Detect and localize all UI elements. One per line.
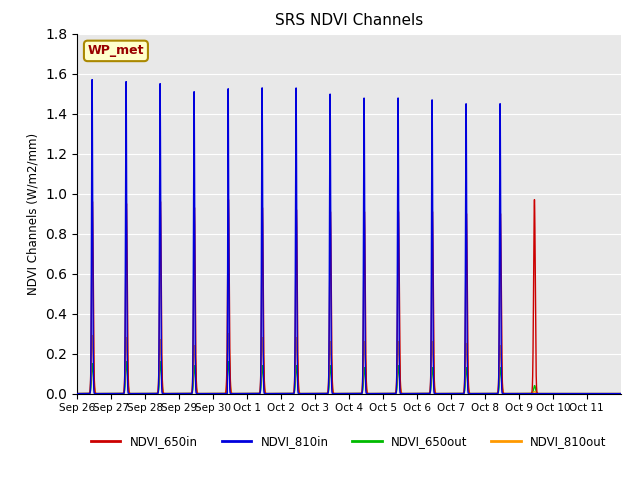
Title: SRS NDVI Channels: SRS NDVI Channels bbox=[275, 13, 423, 28]
Text: WP_met: WP_met bbox=[88, 44, 144, 58]
Y-axis label: NDVI Channels (W/m2/mm): NDVI Channels (W/m2/mm) bbox=[26, 132, 40, 295]
Legend: NDVI_650in, NDVI_810in, NDVI_650out, NDVI_810out: NDVI_650in, NDVI_810in, NDVI_650out, NDV… bbox=[86, 430, 611, 453]
